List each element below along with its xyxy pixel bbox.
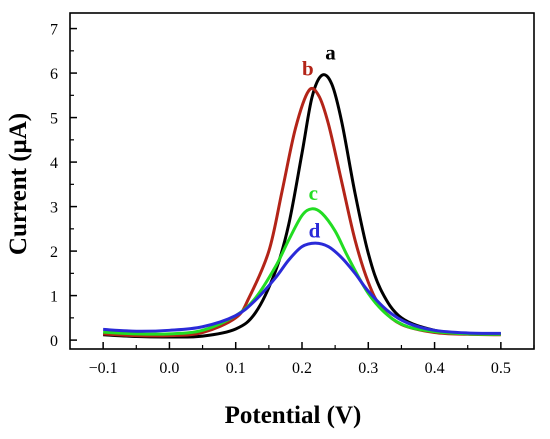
y-tick-label: 2 bbox=[50, 244, 58, 261]
curve-labels: ab cd bbox=[302, 41, 336, 243]
x-tick-label: 0.0 bbox=[159, 360, 179, 377]
x-tick-label: 0.1 bbox=[226, 360, 246, 377]
x-tick-label: −0.1 bbox=[89, 360, 118, 377]
series-line-c bbox=[103, 207, 501, 336]
series-line-a bbox=[103, 73, 501, 339]
y-tick-label: 1 bbox=[50, 289, 58, 306]
x-tick-label: 0.2 bbox=[292, 360, 312, 377]
x-axis-title: Potential (V) bbox=[225, 402, 362, 429]
y-tick-label: 4 bbox=[50, 155, 58, 172]
y-axis-title: Current (μA) bbox=[5, 113, 32, 255]
y-tick-label: 7 bbox=[50, 22, 58, 39]
plot-curves bbox=[103, 73, 501, 339]
x-tick-label: 0.5 bbox=[491, 360, 511, 377]
x-tick-label: 0.3 bbox=[358, 360, 378, 377]
series-line-b bbox=[103, 86, 501, 338]
y-tick-label: 0 bbox=[50, 333, 58, 350]
y-tick-label: 5 bbox=[50, 111, 58, 128]
x-axis-ticks: −0.1 0.0 0.1 0.2 0.3 0.4 0.5 bbox=[89, 342, 535, 377]
series-label-a: a bbox=[325, 41, 336, 65]
y-tick-label: 3 bbox=[50, 200, 58, 217]
series-label-b: b bbox=[302, 56, 314, 80]
series-line-d bbox=[103, 241, 501, 335]
series-label-c: c bbox=[309, 181, 318, 205]
x-tick-label: 0.4 bbox=[425, 360, 445, 377]
series-label-d: d bbox=[309, 219, 321, 243]
y-axis-ticks: 0 1 2 3 4 5 6 7 bbox=[50, 22, 77, 350]
y-tick-label: 6 bbox=[50, 66, 58, 83]
